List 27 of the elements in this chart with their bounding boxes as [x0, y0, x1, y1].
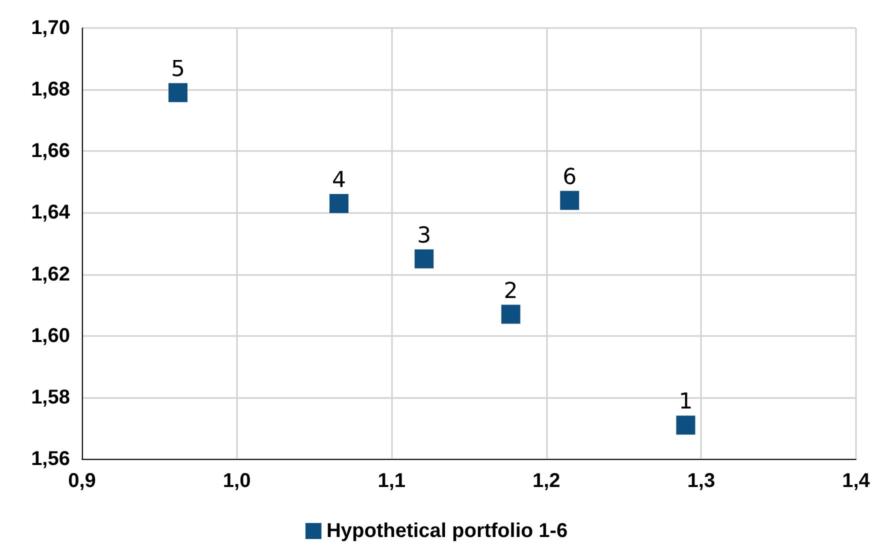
- annotation: 1: [678, 390, 693, 415]
- x-tick-label: 1,1: [378, 470, 406, 492]
- y-tick-label: 1,68: [31, 78, 70, 101]
- x-tick-label: 1,3: [687, 470, 716, 492]
- x-tick-label: 1,0: [222, 470, 251, 492]
- point: [414, 249, 434, 268]
- legend-label: Hypothetical portfolio 1-6: [326, 520, 568, 542]
- y-tick-label: 1,70: [31, 17, 70, 39]
- y-tick-label: 1,62: [31, 263, 70, 286]
- y-tick-label: 1,58: [31, 386, 70, 408]
- y-tick-label: 1,56: [31, 448, 70, 470]
- y-tick-label: 1,66: [31, 140, 70, 162]
- y-tick-label: 1,60: [31, 324, 70, 347]
- point: [676, 416, 696, 435]
- y-tick-label: 1,64: [31, 202, 71, 224]
- x-tick-label: 1,2: [532, 470, 560, 492]
- point: [560, 190, 580, 210]
- annotation: 4: [332, 168, 346, 193]
- point: [501, 304, 520, 324]
- x-tick-label: 0,9: [68, 470, 96, 492]
- annotation: 2: [504, 278, 518, 304]
- x-tick-label: 1,4: [842, 470, 871, 492]
- point: [168, 83, 188, 102]
- point: [329, 194, 348, 213]
- annotation: 5: [170, 57, 185, 82]
- annotation: 6: [562, 164, 577, 190]
- annotation: 3: [417, 223, 432, 248]
